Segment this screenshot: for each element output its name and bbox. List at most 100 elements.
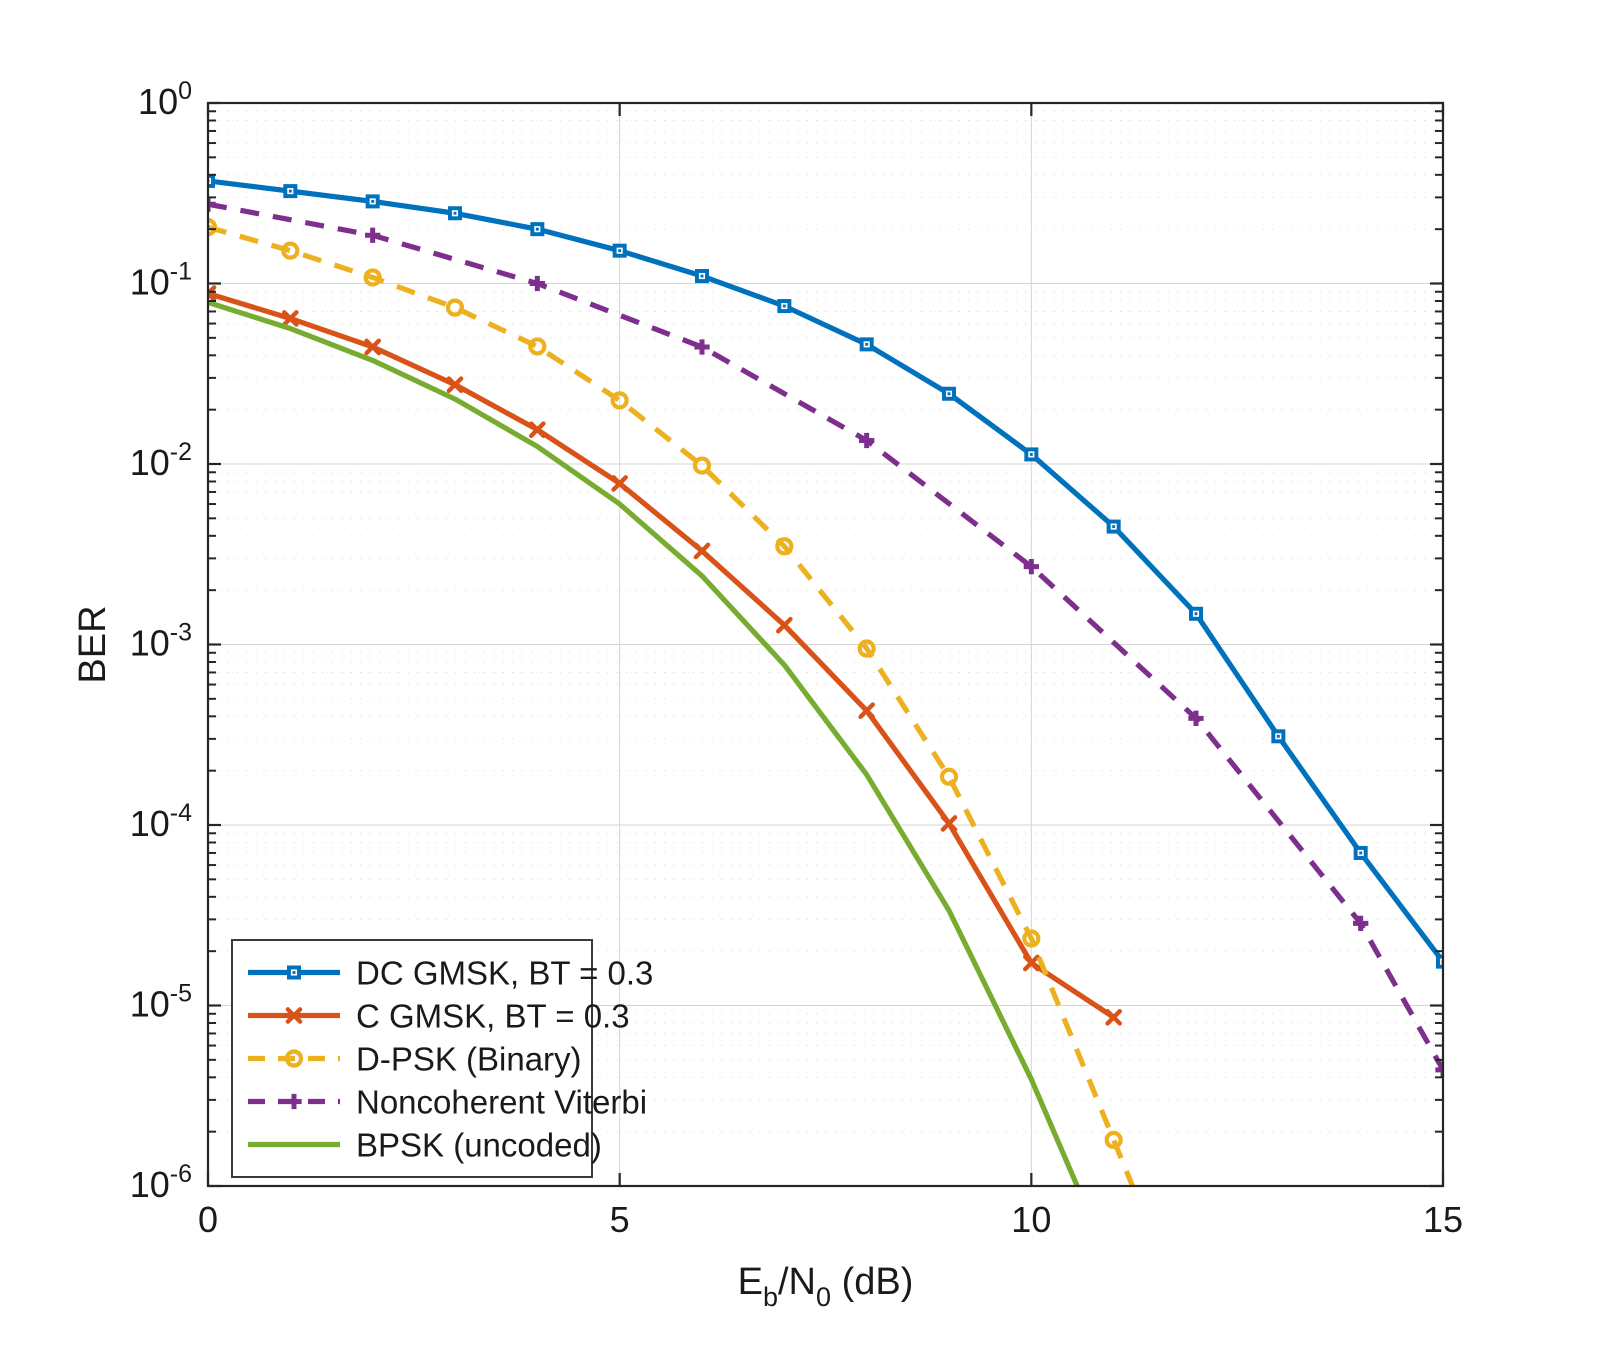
legend-label: BPSK (uncoded) <box>356 1127 602 1164</box>
series-line <box>208 299 1081 1186</box>
x-tick-label: 15 <box>1423 1199 1463 1240</box>
marker-x <box>208 285 217 302</box>
marker-square <box>286 965 302 980</box>
marker-square-inner <box>1192 610 1200 617</box>
y-tick-label: 100 <box>138 77 192 122</box>
marker-circle <box>363 268 382 287</box>
data-series-layer <box>208 173 1443 1186</box>
minor-gridlines <box>208 110 1443 1133</box>
marker-square-inner <box>369 198 376 205</box>
marker-plus <box>859 432 875 449</box>
y-tick-label: 10-3 <box>130 619 192 664</box>
marker-plus <box>1188 710 1204 726</box>
marker-x <box>285 1007 303 1024</box>
marker-x <box>693 542 711 560</box>
legend-label: D-PSK (Binary) <box>356 1041 582 1078</box>
marker-plus <box>1353 915 1369 932</box>
marker-square-inner <box>698 272 706 280</box>
series-4 <box>208 299 1081 1186</box>
marker-square-inner <box>1357 849 1364 857</box>
marker-circle <box>528 337 547 356</box>
marker-x <box>529 421 546 438</box>
axis-titles: Eb/N0 (dB) BER <box>72 605 913 1312</box>
y-tick-label: 10-5 <box>130 980 192 1025</box>
marker-x <box>940 815 958 832</box>
marker-circle <box>857 639 876 658</box>
marker-square-inner <box>1110 523 1117 530</box>
marker-square-inner <box>781 303 788 310</box>
marker-circle <box>1022 929 1041 948</box>
series-line <box>208 178 1443 965</box>
tick-marks <box>206 101 1445 1188</box>
series-line <box>208 224 1136 1186</box>
marker-square <box>859 337 874 352</box>
marker-square-inner <box>451 210 459 217</box>
marker-square <box>777 299 792 314</box>
marker-x <box>1023 954 1040 972</box>
marker-x <box>282 310 299 327</box>
marker-circle <box>281 241 300 260</box>
legend[interactable]: DC GMSK, BT = 0.3 C GMSK, BT = 0.3 D-PSK (… <box>231 939 653 1178</box>
marker-square <box>1188 606 1204 621</box>
marker-x <box>776 616 793 634</box>
y-tick-label: 10-2 <box>130 438 192 483</box>
y-tick-labels: 100 10-1 10-2 10-3 10-4 10-5 10-6 <box>130 77 192 1205</box>
y-tick-label: 10-1 <box>130 258 192 303</box>
marker-plus <box>286 1093 302 1110</box>
marker-x <box>1105 1009 1122 1026</box>
marker-x <box>446 376 464 394</box>
y-axis-label: BER <box>72 605 114 683</box>
legend-entry-4[interactable]: BPSK (uncoded) <box>248 1127 602 1164</box>
series-2 <box>208 218 1136 1186</box>
x-axis-label: Eb/N0 (dB) <box>738 1261 914 1312</box>
marker-square <box>1353 845 1368 860</box>
marker-plus <box>529 275 545 292</box>
marker-square-inner <box>616 247 623 254</box>
marker-square-inner <box>945 390 953 397</box>
marker-plus <box>1435 1062 1443 1078</box>
series-line <box>208 290 1117 1020</box>
marker-circle <box>939 767 959 786</box>
series-3 <box>208 196 1443 1078</box>
marker-circle <box>610 391 629 410</box>
marker-square <box>530 222 545 237</box>
legend-entry-3[interactable]: Noncoherent Viterbi <box>248 1084 647 1121</box>
x-tick-label: 5 <box>610 1199 630 1240</box>
x-tick-label: 10 <box>1011 1199 1051 1240</box>
marker-circle <box>775 537 794 556</box>
series-0 <box>208 173 1443 969</box>
legend-entry-1[interactable]: C GMSK, BT = 0.3 <box>248 998 630 1035</box>
legend-entry-0[interactable]: DC GMSK, BT = 0.3 <box>248 955 653 992</box>
marker-square-inner <box>534 226 541 233</box>
marker-circle <box>284 1049 304 1068</box>
legend-label: Noncoherent Viterbi <box>356 1084 647 1121</box>
legend-label: DC GMSK, BT = 0.3 <box>356 955 653 992</box>
marker-square <box>612 243 627 258</box>
y-tick-label: 10-6 <box>130 1160 192 1205</box>
marker-square-inner <box>287 188 294 195</box>
marker-square <box>447 206 463 221</box>
marker-plus <box>694 339 710 355</box>
x-tick-label: 0 <box>198 1199 218 1240</box>
marker-circle <box>692 456 712 475</box>
marker-circle <box>1104 1130 1123 1150</box>
legend-label: C GMSK, BT = 0.3 <box>356 998 630 1035</box>
marker-circle <box>208 218 218 237</box>
marker-square-inner <box>1028 451 1035 458</box>
series-1 <box>208 285 1122 1026</box>
marker-square <box>283 184 298 199</box>
marker-square <box>1106 519 1121 534</box>
marker-square <box>1271 729 1286 744</box>
marker-square-inner <box>863 341 870 348</box>
marker-square-inner <box>1275 733 1282 740</box>
marker-square-inner <box>208 177 212 184</box>
legend-entry-2[interactable]: D-PSK (Binary) <box>248 1041 582 1078</box>
marker-x <box>364 338 381 356</box>
marker-square <box>1024 447 1039 462</box>
marker-square-inner <box>290 969 298 976</box>
marker-square <box>365 194 380 209</box>
marker-square <box>941 386 957 401</box>
x-tick-labels: 0 5 10 15 <box>198 1199 1463 1240</box>
